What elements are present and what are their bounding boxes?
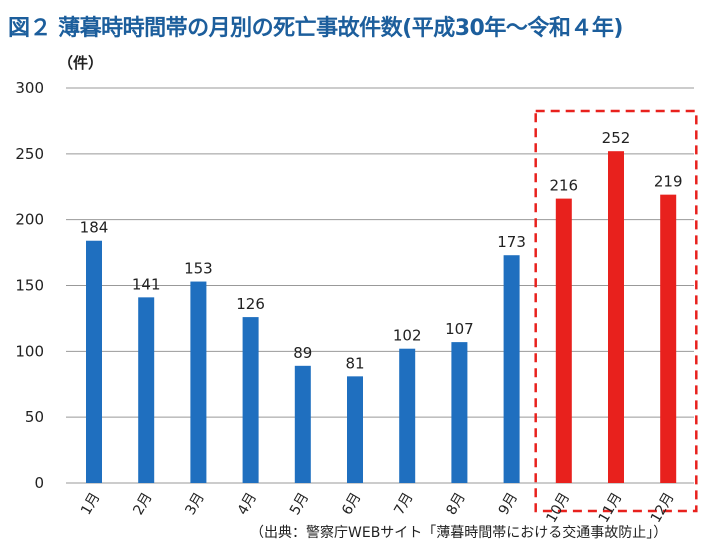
bar bbox=[451, 342, 468, 483]
y-tick-label: 50 bbox=[25, 408, 44, 426]
y-tick-label: 200 bbox=[15, 211, 44, 229]
bar bbox=[294, 365, 311, 483]
x-tick-label: 1月 bbox=[78, 490, 103, 518]
chart-title: 図２ 薄暮時時間帯の月別の死亡事故件数(平成30年～令和４年) bbox=[8, 16, 623, 41]
data-label: 141 bbox=[132, 275, 161, 293]
bar bbox=[503, 255, 520, 483]
data-label: 102 bbox=[393, 327, 422, 345]
x-tick-label: 6月 bbox=[339, 490, 364, 518]
bar bbox=[190, 281, 207, 483]
y-axis-ticks: 0 50 100 150 200 250 300 bbox=[15, 79, 44, 492]
x-tick-label: 8月 bbox=[444, 490, 469, 518]
y-tick-label: 100 bbox=[15, 342, 44, 360]
highlight-box bbox=[534, 109, 698, 513]
y-tick-label: 0 bbox=[34, 474, 44, 492]
x-tick-label: 9月 bbox=[496, 490, 521, 518]
x-tick-label: 2月 bbox=[130, 490, 155, 518]
x-axis-labels: 1月 2月 3月 4月 5月 6月 7月 8月 9月 10月 11月 12月 bbox=[78, 490, 678, 526]
data-label: 184 bbox=[80, 219, 109, 237]
data-label: 153 bbox=[184, 260, 213, 278]
x-tick-label: 11月 bbox=[596, 490, 626, 526]
source-note: （出典：警察庁WEBサイト「薄暮時間帯における交通事故防止」） bbox=[250, 525, 668, 541]
data-labels: 184 141 153 126 89 81 102 107 173 216 252 219 bbox=[80, 129, 683, 372]
highlight-box-layer bbox=[534, 109, 698, 513]
data-label: 252 bbox=[602, 129, 631, 147]
x-tick-label: 5月 bbox=[287, 490, 312, 518]
y-tick-label: 250 bbox=[15, 145, 44, 163]
data-label: 173 bbox=[497, 233, 526, 251]
data-label: 81 bbox=[345, 354, 364, 372]
bar bbox=[138, 297, 155, 483]
bar bbox=[86, 240, 102, 483]
x-tick-label: 12月 bbox=[648, 490, 678, 526]
bar bbox=[242, 317, 259, 483]
bar bbox=[347, 376, 363, 483]
bar bbox=[555, 198, 572, 483]
x-tick-label: 4月 bbox=[235, 490, 260, 518]
bar bbox=[399, 348, 416, 483]
grid-lines bbox=[66, 87, 694, 484]
data-label: 219 bbox=[654, 173, 683, 191]
bar bbox=[660, 194, 677, 483]
x-tick-label: 3月 bbox=[183, 490, 208, 518]
x-tick-label: 10月 bbox=[543, 490, 573, 526]
bars bbox=[86, 151, 677, 483]
data-label: 89 bbox=[293, 344, 312, 362]
bar bbox=[608, 151, 624, 483]
x-tick-label: 7月 bbox=[391, 490, 416, 518]
y-tick-label: 150 bbox=[15, 277, 44, 295]
data-label: 216 bbox=[549, 177, 578, 195]
y-axis-unit-label: （件） bbox=[58, 54, 103, 72]
data-label: 126 bbox=[236, 295, 265, 313]
y-tick-label: 300 bbox=[15, 79, 44, 97]
data-label: 107 bbox=[445, 320, 474, 338]
